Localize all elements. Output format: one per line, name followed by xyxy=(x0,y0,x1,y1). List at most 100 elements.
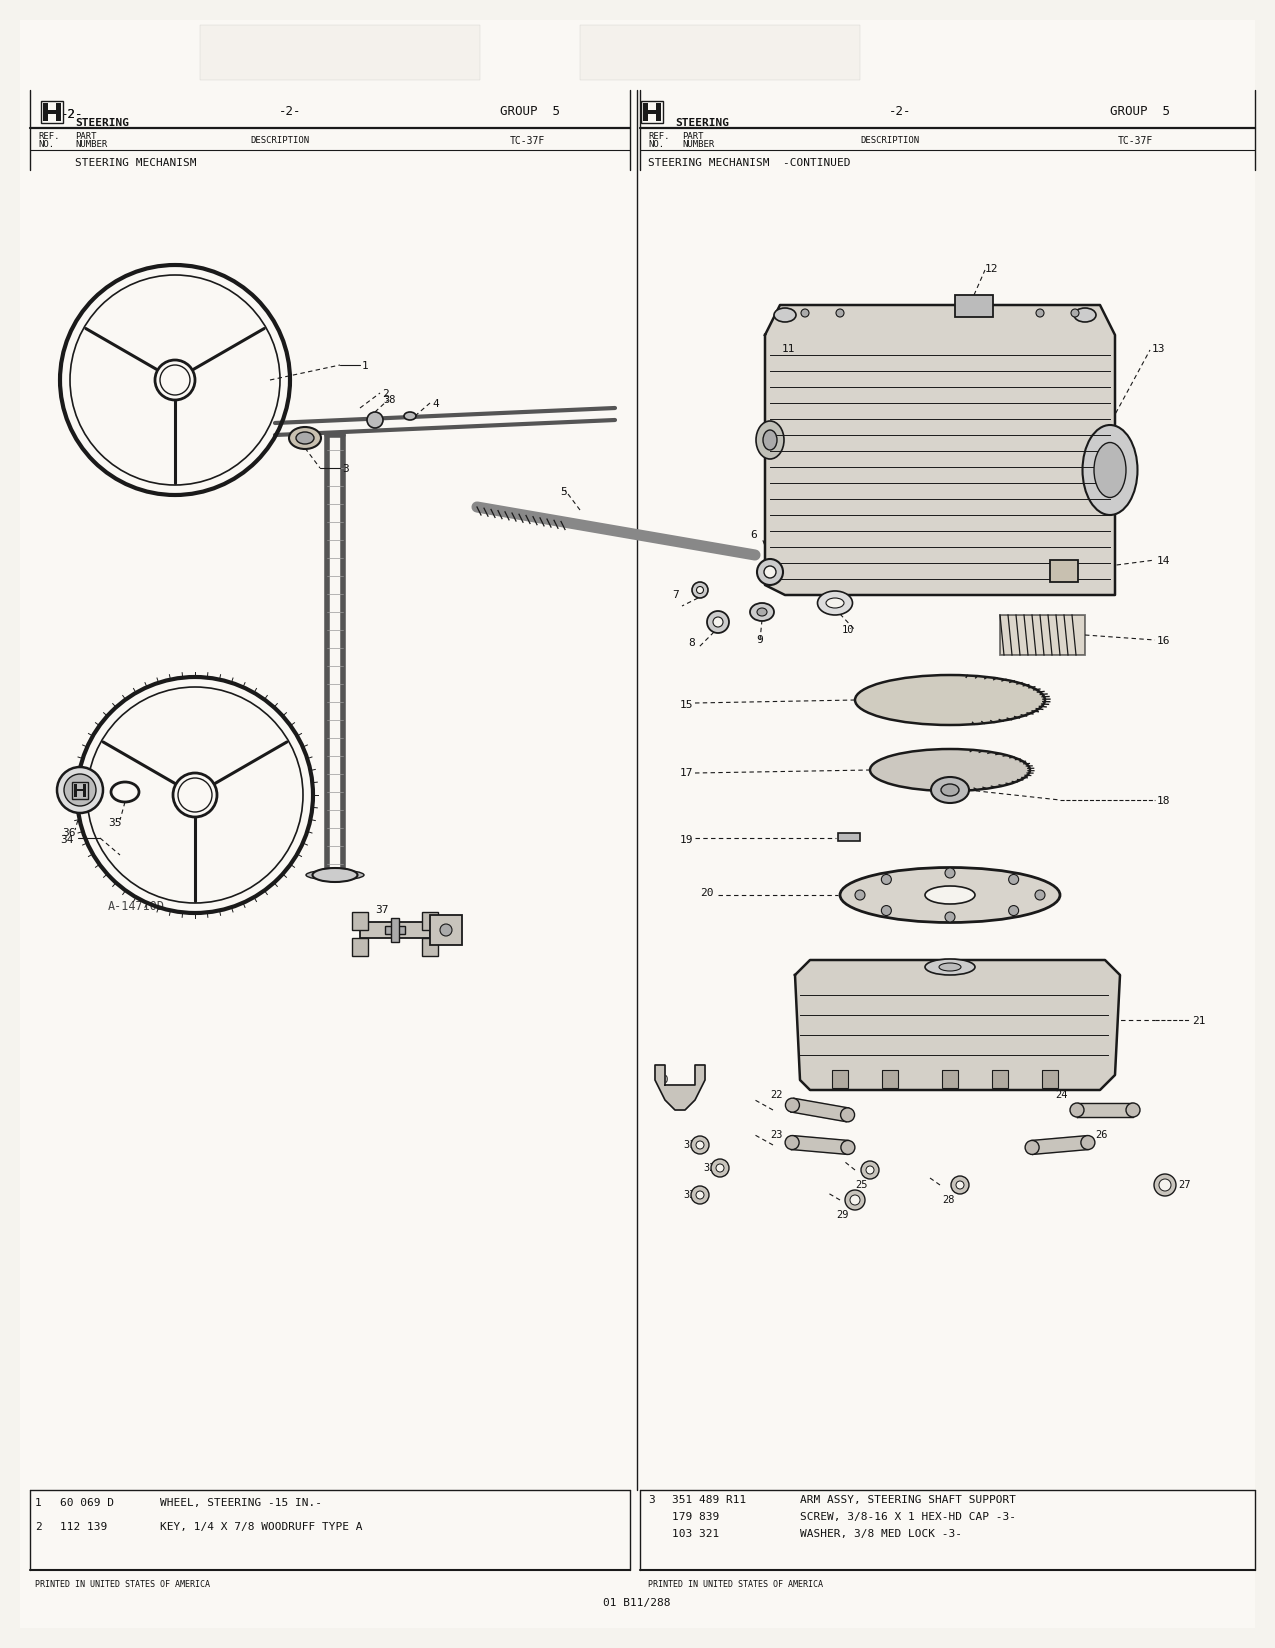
Ellipse shape xyxy=(1159,1178,1170,1192)
Circle shape xyxy=(842,1140,856,1155)
Bar xyxy=(352,938,368,956)
Text: A-14710D: A-14710D xyxy=(108,900,164,913)
Bar xyxy=(580,25,861,81)
Text: 27: 27 xyxy=(1178,1180,1191,1190)
Text: 4: 4 xyxy=(432,399,439,409)
Text: PART: PART xyxy=(682,132,704,142)
Bar xyxy=(56,104,61,120)
Ellipse shape xyxy=(711,1159,729,1177)
Ellipse shape xyxy=(861,1160,878,1178)
Ellipse shape xyxy=(817,592,853,615)
Text: 17: 17 xyxy=(680,768,694,778)
Text: 22: 22 xyxy=(770,1089,783,1099)
Circle shape xyxy=(785,1135,799,1150)
Text: NUMBER: NUMBER xyxy=(682,140,714,148)
Text: 18: 18 xyxy=(1156,796,1170,806)
Text: DESCRIPTION: DESCRIPTION xyxy=(250,137,310,145)
Bar xyxy=(422,911,439,929)
Ellipse shape xyxy=(757,559,783,585)
Ellipse shape xyxy=(289,427,321,448)
Text: WHEEL, STEERING -15 IN.-: WHEEL, STEERING -15 IN.- xyxy=(159,1498,323,1508)
Ellipse shape xyxy=(404,412,416,420)
Text: 34: 34 xyxy=(60,836,74,845)
Text: 7: 7 xyxy=(672,590,678,600)
Polygon shape xyxy=(792,1135,848,1154)
Ellipse shape xyxy=(938,962,961,971)
Text: STEERING: STEERING xyxy=(75,119,129,129)
Polygon shape xyxy=(655,1065,705,1111)
Circle shape xyxy=(1037,310,1044,316)
Ellipse shape xyxy=(696,587,704,593)
Text: 35: 35 xyxy=(108,817,121,827)
Ellipse shape xyxy=(696,1192,704,1200)
Text: 2: 2 xyxy=(34,1523,42,1533)
Ellipse shape xyxy=(845,1190,864,1210)
Ellipse shape xyxy=(708,611,729,633)
Text: 28: 28 xyxy=(942,1195,955,1205)
Circle shape xyxy=(1025,1140,1039,1155)
Ellipse shape xyxy=(924,959,975,976)
Ellipse shape xyxy=(756,420,784,460)
Bar xyxy=(391,918,399,943)
Polygon shape xyxy=(765,305,1116,595)
Circle shape xyxy=(1035,890,1046,900)
Text: 11: 11 xyxy=(782,344,796,354)
Polygon shape xyxy=(792,1098,849,1122)
Text: NUMBER: NUMBER xyxy=(75,140,107,148)
Text: 3: 3 xyxy=(342,465,349,475)
Text: 3: 3 xyxy=(648,1495,655,1505)
Ellipse shape xyxy=(941,784,959,796)
Bar xyxy=(43,104,48,120)
Circle shape xyxy=(1009,875,1019,885)
Bar xyxy=(641,101,663,124)
Circle shape xyxy=(1070,1103,1084,1117)
Text: SCREW, 3/8-16 X 1 HEX-HD CAP -3-: SCREW, 3/8-16 X 1 HEX-HD CAP -3- xyxy=(799,1511,1016,1523)
Text: 12: 12 xyxy=(986,264,998,274)
Text: 26: 26 xyxy=(1095,1131,1108,1140)
Circle shape xyxy=(856,890,864,900)
Ellipse shape xyxy=(850,1195,861,1205)
Text: STEERING MECHANISM: STEERING MECHANISM xyxy=(75,158,196,168)
Text: 6: 6 xyxy=(750,531,757,541)
Bar xyxy=(1051,560,1077,582)
Ellipse shape xyxy=(713,616,723,626)
Text: GROUP  5: GROUP 5 xyxy=(500,105,560,119)
Text: 5: 5 xyxy=(560,488,567,498)
Bar xyxy=(1042,1070,1058,1088)
Ellipse shape xyxy=(931,776,969,803)
Ellipse shape xyxy=(757,608,768,616)
Text: 30: 30 xyxy=(655,1074,668,1084)
Text: 179 839: 179 839 xyxy=(672,1511,719,1523)
Text: 01 B11/288: 01 B11/288 xyxy=(603,1599,671,1608)
Text: KEY, 1/4 X 7/8 WOODRUFF TYPE A: KEY, 1/4 X 7/8 WOODRUFF TYPE A xyxy=(159,1523,362,1533)
Ellipse shape xyxy=(764,565,776,578)
Text: WASHER, 3/8 MED LOCK -3-: WASHER, 3/8 MED LOCK -3- xyxy=(799,1529,963,1539)
Bar xyxy=(955,295,993,316)
Text: 60 069 D: 60 069 D xyxy=(60,1498,113,1508)
Text: 14: 14 xyxy=(1156,555,1170,565)
Ellipse shape xyxy=(762,430,776,450)
Text: -2-: -2- xyxy=(61,109,83,120)
Polygon shape xyxy=(1031,1135,1089,1154)
Circle shape xyxy=(440,925,453,936)
Circle shape xyxy=(945,911,955,921)
Ellipse shape xyxy=(774,308,796,321)
Ellipse shape xyxy=(951,1177,969,1195)
Circle shape xyxy=(57,766,103,812)
Circle shape xyxy=(945,868,955,878)
Ellipse shape xyxy=(696,1140,704,1149)
Text: TC-37F: TC-37F xyxy=(1118,137,1154,147)
Text: 103 321: 103 321 xyxy=(672,1529,719,1539)
Bar xyxy=(430,915,462,944)
Ellipse shape xyxy=(312,868,357,882)
Ellipse shape xyxy=(866,1167,873,1173)
Text: DESCRIPTION: DESCRIPTION xyxy=(861,137,919,145)
Bar xyxy=(882,1070,898,1088)
Text: 8: 8 xyxy=(688,638,695,648)
Text: ARM ASSY, STEERING SHAFT SUPPORT: ARM ASSY, STEERING SHAFT SUPPORT xyxy=(799,1495,1016,1505)
Text: REF.: REF. xyxy=(648,132,669,142)
Text: 10: 10 xyxy=(842,625,854,634)
Text: PART: PART xyxy=(75,132,97,142)
Polygon shape xyxy=(1077,1103,1133,1117)
Ellipse shape xyxy=(1082,425,1137,516)
